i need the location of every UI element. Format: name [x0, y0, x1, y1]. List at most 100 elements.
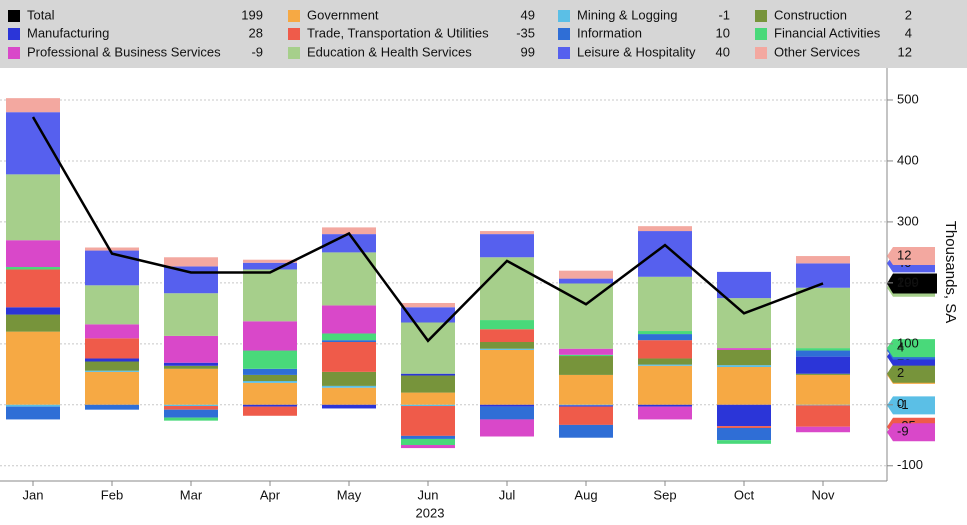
value-tag-label: -9 — [897, 424, 909, 439]
value-tag-label: 12 — [897, 247, 911, 262]
legend-value: 28 — [249, 25, 263, 40]
bar-segment — [243, 374, 297, 382]
bar-segment — [480, 419, 534, 437]
y-tick-label: 500 — [897, 91, 919, 106]
bar-segment — [638, 404, 692, 407]
legend-label: Total — [27, 7, 55, 22]
bar-segment — [796, 256, 850, 264]
bar-segment — [401, 445, 455, 449]
value-tag — [887, 423, 935, 442]
bar-segment — [401, 307, 455, 323]
bar-segment — [164, 368, 218, 405]
bar-segment — [85, 285, 139, 325]
bar-segment — [85, 247, 139, 251]
legend-value: -9 — [251, 44, 263, 59]
bar-segment — [717, 427, 771, 441]
bar-segment — [480, 404, 534, 407]
legend-value: 199 — [241, 7, 263, 22]
bar-segment — [85, 324, 139, 339]
value-tag — [887, 247, 935, 266]
bar-segment — [401, 392, 455, 405]
legend-label: Financial Activities — [774, 25, 881, 40]
bar-segment — [243, 350, 297, 369]
bar-segment — [164, 417, 218, 421]
value-tag — [887, 339, 935, 358]
legend-swatch — [755, 10, 767, 22]
bar-segment — [638, 226, 692, 232]
bar-segment — [638, 358, 692, 365]
bar-segment — [6, 406, 60, 420]
legend-label: Professional & Business Services — [27, 44, 221, 59]
bar-segment — [480, 257, 534, 321]
bar-segment — [243, 381, 297, 383]
legend-label: Trade, Transportation & Utilities — [307, 25, 489, 40]
bar-segment — [322, 227, 376, 235]
bar-segment — [638, 276, 692, 332]
bar-segment — [322, 387, 376, 405]
bar-segment — [6, 269, 60, 308]
legend-swatch — [755, 28, 767, 40]
legend-value: 4 — [905, 25, 912, 40]
bar-segment — [322, 305, 376, 334]
bar-segment — [322, 371, 376, 386]
bar-segment — [796, 350, 850, 357]
legend-value: 49 — [521, 7, 535, 22]
bar-segment — [243, 321, 297, 351]
bar-segment — [85, 250, 139, 286]
value-tag-label: 4 — [897, 340, 904, 355]
legend-label: Construction — [774, 7, 847, 22]
bar-segment — [243, 368, 297, 375]
legend-label: Education & Health Services — [307, 44, 472, 59]
bar-segment — [6, 98, 60, 113]
bar-segment — [164, 404, 218, 407]
bar-segment — [401, 404, 455, 407]
x-tick-label: Jun — [418, 487, 439, 502]
bar-segment — [796, 348, 850, 351]
bar-segment — [322, 385, 376, 388]
x-axis-label: 2023 — [416, 505, 445, 520]
bar-segment — [717, 404, 771, 427]
legend-value: -1 — [718, 7, 730, 22]
bar-segment — [164, 335, 218, 363]
legend-label: Mining & Logging — [577, 7, 677, 22]
bar-segment — [401, 438, 455, 446]
x-tick-label: Oct — [734, 487, 755, 502]
bar-segment — [401, 322, 455, 374]
bar-segment — [559, 354, 613, 357]
total-line — [31, 116, 824, 343]
bar-segment — [796, 373, 850, 375]
legend-swatch — [8, 10, 20, 22]
bar-segment — [717, 349, 771, 366]
bar-segment — [322, 333, 376, 341]
bar-segment — [164, 362, 218, 366]
y-tick-label: 300 — [897, 213, 919, 228]
legend-swatch — [558, 10, 570, 22]
bar-segment — [796, 374, 850, 405]
value-tag — [887, 273, 937, 294]
bar-segment — [164, 406, 218, 410]
bar-segment — [85, 338, 139, 359]
bar-segment — [6, 112, 60, 175]
y-tick-label: 0 — [897, 396, 904, 411]
bar-segment — [322, 252, 376, 306]
bar-segment — [717, 271, 771, 299]
value-tag — [887, 396, 935, 415]
bar-segment — [243, 269, 297, 322]
bar-segment — [164, 409, 218, 418]
bar-segment — [796, 356, 850, 374]
value-tag-label: -1 — [897, 397, 909, 412]
bar-segment — [559, 374, 613, 405]
legend-swatch — [558, 28, 570, 40]
bar-segment — [401, 375, 455, 393]
legend-value: 40 — [716, 44, 730, 59]
bar-segment — [480, 342, 534, 349]
bar-segment — [480, 234, 534, 258]
bar-segment — [559, 404, 613, 406]
bar-segment — [638, 340, 692, 359]
y-tick-label: 100 — [897, 335, 919, 350]
legend-swatch — [8, 28, 20, 40]
bar-segment — [243, 382, 297, 405]
x-tick-label: Nov — [811, 487, 835, 502]
y-tick-label: 400 — [897, 152, 919, 167]
